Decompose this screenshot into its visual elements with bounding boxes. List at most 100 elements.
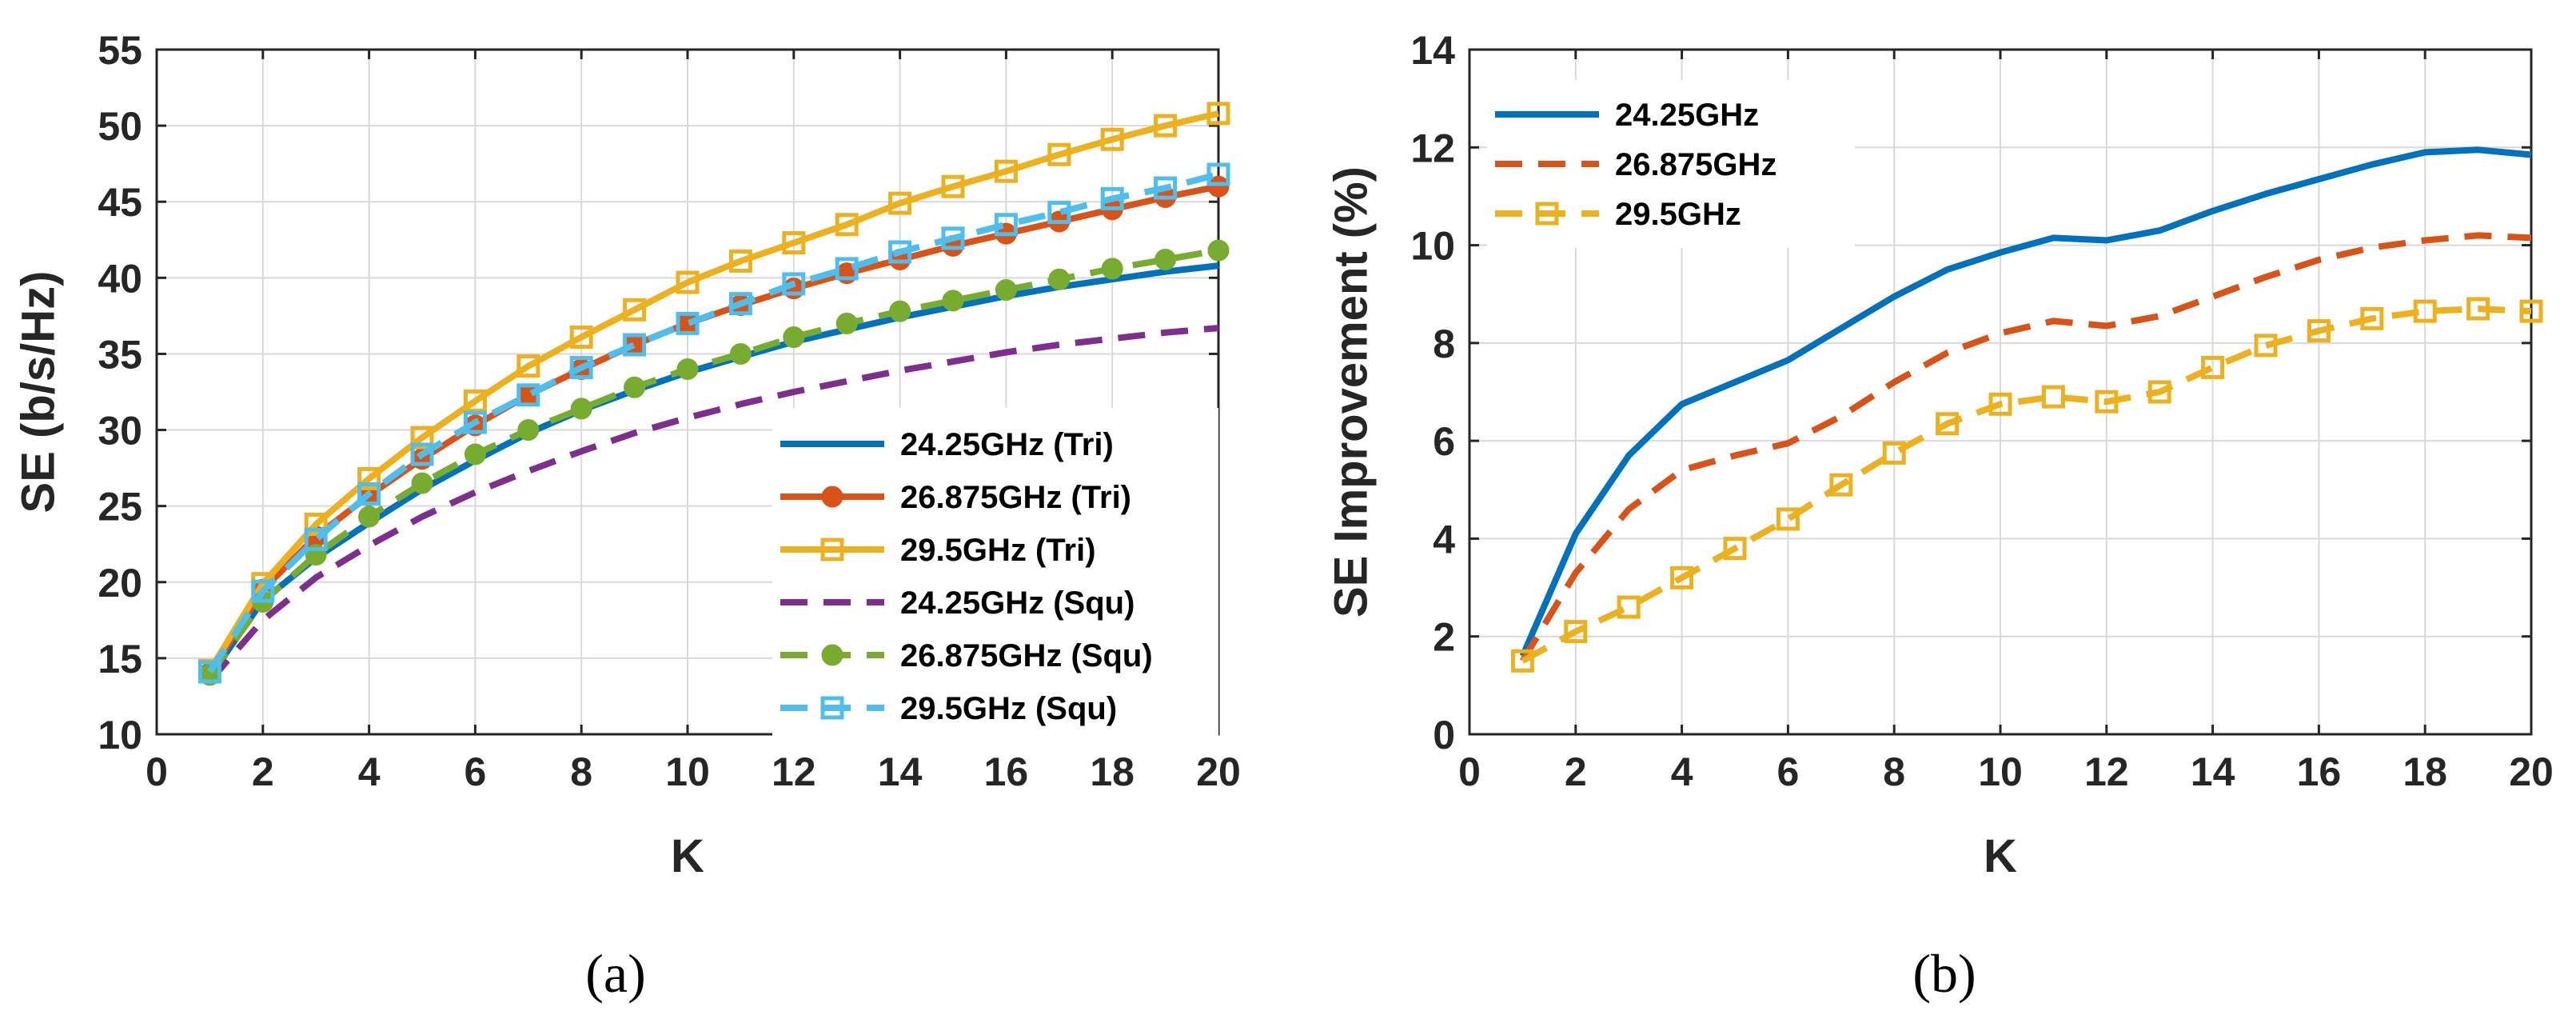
y-tick-label: 50	[98, 104, 142, 149]
series-0	[1519, 146, 2532, 657]
y-axis-label: SE (b/s/Hz)	[12, 271, 64, 514]
data-point	[941, 226, 965, 250]
y-tick-label: 2	[1433, 615, 1455, 660]
x-tick-label: 20	[2509, 749, 2554, 794]
data-point	[570, 398, 592, 420]
data-point	[1723, 537, 1747, 561]
legend-label: 26.875GHz	[1615, 147, 1776, 182]
data-point	[569, 356, 593, 380]
y-tick-label: 40	[98, 256, 142, 301]
figure-caption: (b)	[1912, 943, 1976, 1004]
data-point	[1776, 507, 1800, 531]
data-point	[410, 426, 434, 450]
x-tick-label: 2	[1565, 749, 1587, 794]
y-tick-label: 15	[98, 637, 142, 681]
x-tick-label: 2	[252, 749, 274, 794]
series-2	[197, 102, 1230, 682]
data-point	[624, 376, 646, 398]
legend-box	[772, 408, 1218, 744]
x-tick-label: 8	[570, 749, 592, 794]
data-point	[304, 528, 328, 552]
data-point	[623, 333, 647, 357]
chart-b: 0 2 4 6 8 10 12 14 16 18 20 0 2 4 6 8 10 12 14 K SE Improvem…	[1325, 28, 2553, 1004]
x-tick-label: 10	[665, 749, 710, 794]
data-point	[782, 231, 806, 255]
legend-label: 29.5GHz	[1615, 197, 1741, 232]
data-point	[1207, 175, 1230, 198]
data-point	[941, 174, 965, 198]
series-5	[197, 162, 1230, 684]
x-tick-label: 16	[984, 749, 1029, 794]
x-tick-label: 0	[1458, 749, 1481, 794]
data-point	[1154, 176, 1178, 200]
y-tick-label: 25	[98, 485, 142, 529]
legend-marker	[1535, 202, 1559, 226]
y-tick-label: 8	[1433, 322, 1455, 366]
data-point	[2466, 297, 2490, 321]
data-point	[1564, 620, 1588, 644]
y-tick-label: 35	[98, 332, 142, 377]
data-point	[676, 270, 700, 294]
y-tick-label: 10	[1410, 224, 1455, 269]
data-point	[464, 443, 486, 466]
x-tick-label: 0	[146, 749, 168, 794]
data-point	[676, 358, 699, 380]
y-tick-label: 0	[1433, 713, 1455, 757]
x-axis-label: K	[1984, 830, 2017, 882]
data-point	[197, 660, 221, 684]
data-point	[1154, 114, 1178, 138]
data-point	[835, 257, 859, 281]
series-2	[1510, 297, 2543, 673]
y-tick-label: 14	[1410, 28, 1455, 73]
data-point	[2201, 355, 2225, 379]
x-tick-label: 16	[2297, 749, 2342, 794]
data-point	[1048, 268, 1071, 290]
figure-caption: (a)	[585, 943, 645, 1004]
data-point	[463, 410, 487, 434]
x-tick-label: 4	[1671, 749, 1693, 794]
data-point	[888, 240, 912, 264]
x-tick-label: 14	[2191, 749, 2235, 794]
y-tick-label: 20	[98, 561, 142, 605]
y-tick-label: 6	[1433, 419, 1455, 464]
data-point	[1617, 595, 1641, 619]
data-point	[1882, 441, 1906, 465]
data-point	[2413, 299, 2437, 323]
data-point	[1206, 102, 1230, 126]
legend-label: 24.25GHz	[1615, 98, 1759, 133]
y-tick-label: 30	[98, 409, 142, 454]
legend: 24.25GHz 26.875GHz 29.5GHz	[1487, 80, 1855, 248]
data-point	[569, 326, 593, 350]
chart-a: 0 2 4 6 8 10 12 14 16 18 20 10 15 20 25 30 35 40 45 50 55 K SE…	[12, 28, 1240, 1004]
legend-label: 26.875GHz (Squ)	[900, 638, 1153, 673]
series-line	[207, 171, 1219, 674]
y-tick-label: 12	[1410, 126, 1455, 170]
data-point	[1047, 142, 1071, 166]
data-point	[1207, 239, 1230, 262]
legend-label: 24.25GHz (Tri)	[900, 427, 1114, 462]
data-point	[1206, 162, 1230, 186]
x-tick-label: 14	[878, 749, 923, 794]
data-point	[304, 512, 328, 536]
data-point	[835, 312, 858, 334]
data-point	[2041, 385, 2065, 409]
data-point	[410, 442, 434, 466]
legend-marker	[820, 537, 844, 561]
data-point	[2095, 390, 2119, 414]
data-point	[995, 279, 1017, 302]
x-tick-label: 18	[2403, 749, 2447, 794]
x-tick-label: 12	[772, 749, 816, 794]
data-point	[1100, 186, 1124, 210]
x-tick-label: 6	[464, 749, 486, 794]
legend-marker	[821, 486, 843, 508]
legend-label: 24.25GHz (Squ)	[900, 585, 1134, 621]
data-point	[1829, 473, 1853, 497]
series-3	[207, 325, 1219, 684]
data-point	[1670, 565, 1694, 589]
x-tick-label: 6	[1776, 749, 1799, 794]
data-point	[1047, 201, 1071, 225]
data-point	[835, 213, 859, 237]
data-point	[411, 472, 433, 494]
legend: 24.25GHz (Tri) 26.875GHz (Tri) 29.5GHz (Tr…	[772, 408, 1218, 744]
legend-marker	[821, 644, 843, 666]
